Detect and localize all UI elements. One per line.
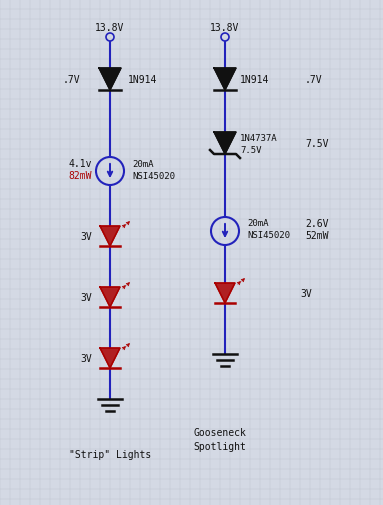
- Text: NSI45020: NSI45020: [247, 231, 290, 240]
- Text: .7V: .7V: [62, 75, 80, 85]
- Polygon shape: [214, 133, 236, 155]
- Text: 3V: 3V: [80, 231, 92, 241]
- Text: "Strip" Lights: "Strip" Lights: [69, 449, 151, 459]
- Polygon shape: [215, 283, 235, 304]
- Polygon shape: [99, 69, 121, 91]
- Text: 7.5V: 7.5V: [305, 139, 329, 148]
- Text: 52mW: 52mW: [305, 231, 329, 240]
- Text: 20mA: 20mA: [132, 159, 154, 168]
- Text: .7V: .7V: [305, 75, 322, 85]
- Text: NSI45020: NSI45020: [132, 171, 175, 180]
- Text: 82mW: 82mW: [69, 171, 92, 181]
- Text: 3V: 3V: [300, 288, 312, 298]
- Polygon shape: [100, 348, 120, 368]
- Text: 13.8V: 13.8V: [95, 23, 125, 33]
- Text: Gooseneck
Spotlight: Gooseneck Spotlight: [193, 428, 246, 450]
- Text: 3V: 3V: [80, 354, 92, 363]
- Text: 1N914: 1N914: [240, 75, 269, 85]
- Text: 1N914: 1N914: [128, 75, 157, 85]
- Text: 3V: 3V: [80, 292, 92, 302]
- Polygon shape: [100, 287, 120, 308]
- Polygon shape: [100, 227, 120, 246]
- Text: 2.6V: 2.6V: [305, 219, 329, 229]
- Text: 13.8V: 13.8V: [210, 23, 240, 33]
- Text: 4.1v: 4.1v: [69, 159, 92, 169]
- Text: 1N4737A: 1N4737A: [240, 133, 278, 142]
- Polygon shape: [214, 69, 236, 91]
- Text: 7.5V: 7.5V: [240, 145, 262, 154]
- Text: 20mA: 20mA: [247, 219, 268, 228]
